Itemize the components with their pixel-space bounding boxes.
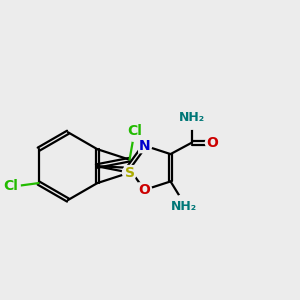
Text: Cl: Cl [127, 124, 142, 138]
Text: NH₂: NH₂ [178, 111, 205, 124]
Circle shape [206, 136, 220, 150]
Text: S: S [124, 166, 135, 180]
Text: O: O [139, 183, 151, 197]
Text: N: N [139, 139, 150, 153]
Circle shape [137, 139, 152, 153]
Circle shape [137, 183, 152, 197]
Text: Cl: Cl [4, 179, 19, 193]
Text: NH₂: NH₂ [170, 200, 196, 213]
Circle shape [125, 123, 143, 141]
Circle shape [2, 177, 20, 195]
Circle shape [172, 195, 195, 218]
Circle shape [122, 166, 137, 180]
Circle shape [180, 106, 203, 129]
Text: O: O [207, 136, 218, 150]
